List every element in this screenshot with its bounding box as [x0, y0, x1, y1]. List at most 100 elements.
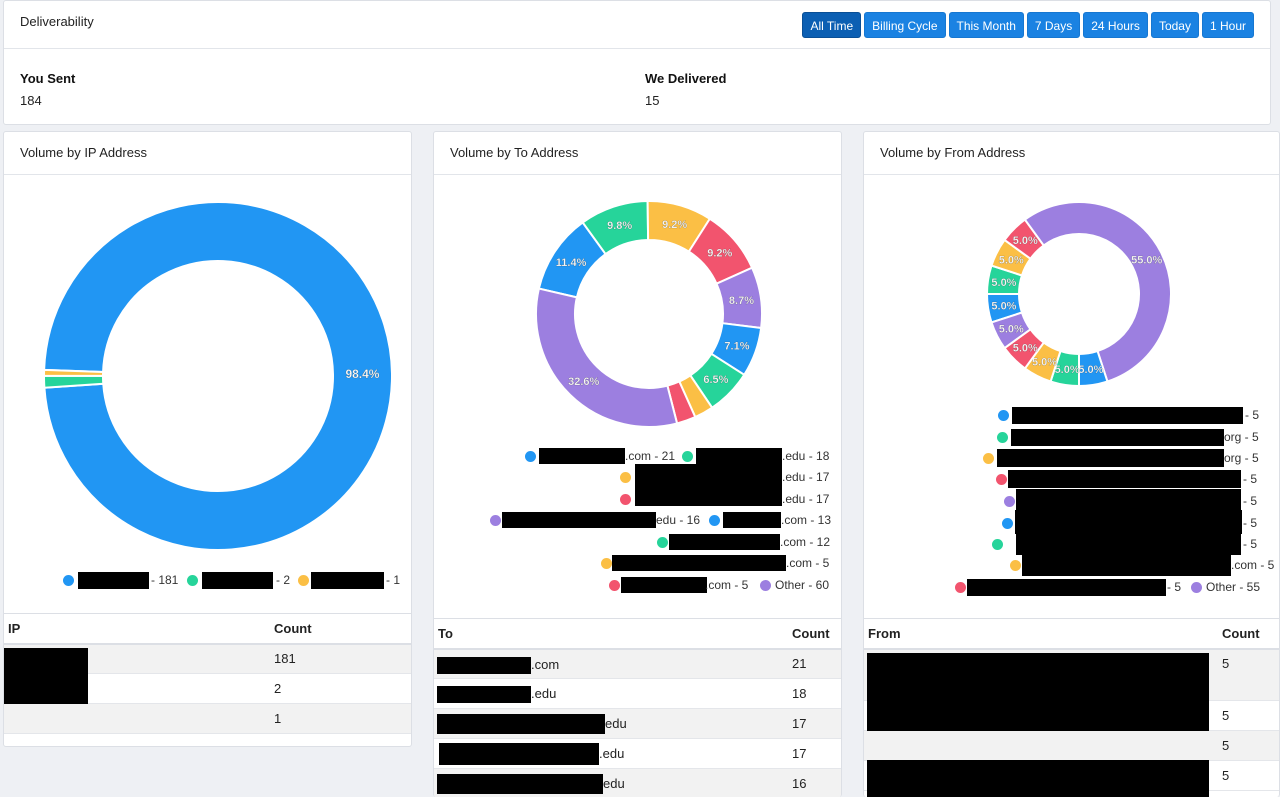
to-address-cell: edu	[434, 708, 788, 739]
legend-label: edu - 16	[656, 513, 701, 527]
slice-percent-label: 9.2%	[662, 219, 687, 231]
address-suffix: edu	[605, 716, 627, 731]
range-billing-cycle-button[interactable]: Billing Cycle	[864, 12, 946, 38]
legend-dot	[1002, 518, 1013, 529]
redacted-label	[696, 448, 782, 464]
legend-dot	[657, 537, 668, 548]
count-column-header[interactable]: Count	[788, 618, 841, 650]
from-donut-chart: 5.0%5.0%5.0%5.0%55.0%5.0%5.0%5.0%5.0%5.0…	[985, 201, 1172, 388]
legend-label: Other - 55	[1206, 580, 1261, 594]
ip-column-header[interactable]: IP	[4, 613, 270, 645]
donut-slice[interactable]	[535, 287, 679, 428]
from-volume-panel: Volume by From Address 5.0% 5.0% 5.0% 5.0% 5…	[863, 131, 1280, 797]
to-chart-legend: .com - 21 .edu - 18 .edu - 17 .edu - 17 …	[434, 447, 841, 597]
legend-dot	[609, 580, 620, 591]
slice-percent-label: 98.4%	[345, 367, 379, 381]
count-cell: 2	[270, 673, 411, 704]
count-cell: 5	[1218, 648, 1279, 701]
legend-label: .edu - 17	[782, 470, 830, 484]
legend-label: Other - 60	[775, 578, 830, 592]
redacted-address	[437, 656, 531, 674]
table-row[interactable]: .com 21	[434, 648, 841, 679]
range-all-time-button[interactable]: All Time	[802, 12, 862, 38]
sent-label: You Sent	[20, 71, 76, 86]
legend-label: org - 5	[1224, 430, 1259, 444]
table-row[interactable]: 2	[4, 673, 411, 704]
redacted-label	[1016, 489, 1241, 510]
from-column-header[interactable]: From	[864, 618, 1218, 650]
redacted-address	[437, 686, 531, 703]
address-suffix: .edu	[599, 746, 625, 761]
time-range-buttons: All Time Billing Cycle This Month 7 Days…	[802, 12, 1254, 38]
legend-label: .com - 13	[781, 513, 832, 527]
legend-label: .com - 12	[780, 535, 831, 549]
redacted-label	[635, 484, 782, 506]
table-row[interactable]: 5	[864, 648, 1279, 797]
slice-percent-label: 8.7%	[729, 295, 754, 307]
slice-percent-label: 5.0%	[991, 301, 1016, 313]
table-row[interactable]: edu 17	[434, 708, 841, 739]
redacted-label	[311, 572, 384, 589]
donut-slice[interactable]	[43, 201, 393, 551]
ip-cell	[4, 703, 270, 734]
slice-percent-label: 7.1%	[724, 341, 749, 353]
legend-dot	[187, 575, 198, 586]
legend-label: .com - 21	[625, 449, 676, 463]
table-row[interactable]: 5	[864, 760, 1279, 791]
range-this-month-button[interactable]: This Month	[948, 12, 1024, 38]
legend-label: .edu - 18	[782, 449, 830, 463]
redacted-address	[439, 743, 599, 765]
legend-dot	[1010, 560, 1021, 571]
to-volume-panel: Volume by To Address 11.4% 9.8% 9.2% 9.2% 8.…	[433, 131, 842, 797]
table-row[interactable]: 5	[864, 700, 1279, 731]
redacted-label	[621, 577, 707, 593]
legend-dot	[298, 575, 309, 586]
deliverability-card: Deliverability All Time Billing Cycle Th…	[3, 0, 1271, 125]
slice-percent-label: 9.8%	[607, 220, 632, 232]
range-1-hour-button[interactable]: 1 Hour	[1201, 12, 1254, 38]
slice-percent-label: 5.0%	[999, 323, 1024, 335]
legend-label: .com - 5	[786, 556, 830, 570]
donut-slice[interactable]	[43, 368, 105, 377]
donut-slice[interactable]	[990, 311, 1032, 350]
count-cell: 1	[270, 703, 411, 734]
table-row[interactable]: .edu 17	[434, 738, 841, 769]
legend-dot	[992, 539, 1003, 550]
delivered-stat: We Delivered 15	[645, 71, 726, 108]
count-cell: 17	[788, 738, 841, 769]
legend-dot	[601, 558, 612, 569]
page-title: Deliverability	[20, 14, 94, 29]
redacted-label	[539, 448, 625, 464]
table-row[interactable]: .edu 18	[434, 678, 841, 709]
table-row[interactable]: 1	[4, 703, 411, 734]
from-panel-title: Volume by From Address	[880, 145, 1026, 160]
legend-dot	[1004, 496, 1015, 507]
sent-value: 184	[20, 93, 42, 108]
donut-slice[interactable]	[1023, 201, 1172, 383]
to-table: To Count .com 21 .edu 18 edu 17 .edu 17	[434, 618, 841, 797]
ip-volume-panel: Volume by IP Address 98.4% - 181 - 2 - 1…	[3, 131, 412, 747]
range-today-button[interactable]: Today	[1150, 12, 1199, 38]
table-row[interactable]: 5	[864, 730, 1279, 761]
count-column-header[interactable]: Count	[1218, 618, 1279, 650]
legend-label: org - 5	[1224, 451, 1259, 465]
legend-label: - 5	[1243, 516, 1258, 530]
from-address-cell	[864, 730, 1218, 761]
slice-percent-label: 5.0%	[1013, 235, 1038, 247]
count-column-header[interactable]: Count	[270, 613, 411, 645]
to-address-cell: edu	[434, 768, 788, 797]
slice-percent-label: 5.0%	[1013, 343, 1038, 355]
redacted-label	[202, 572, 273, 589]
table-row[interactable]: 181	[4, 643, 411, 732]
ip-panel-header: Volume by IP Address	[4, 132, 411, 175]
redacted-label	[669, 534, 780, 550]
redacted-label	[635, 464, 782, 484]
slice-percent-label: 11.4%	[556, 257, 587, 269]
legend-dot	[490, 515, 501, 526]
to-column-header[interactable]: To	[434, 618, 788, 650]
range-7-days-button[interactable]: 7 Days	[1026, 12, 1081, 38]
range-24-hours-button[interactable]: 24 Hours	[1083, 12, 1148, 38]
table-row[interactable]: edu 16	[434, 768, 841, 797]
count-cell: 18	[788, 678, 841, 709]
legend-label: .com - 5	[1231, 558, 1275, 572]
